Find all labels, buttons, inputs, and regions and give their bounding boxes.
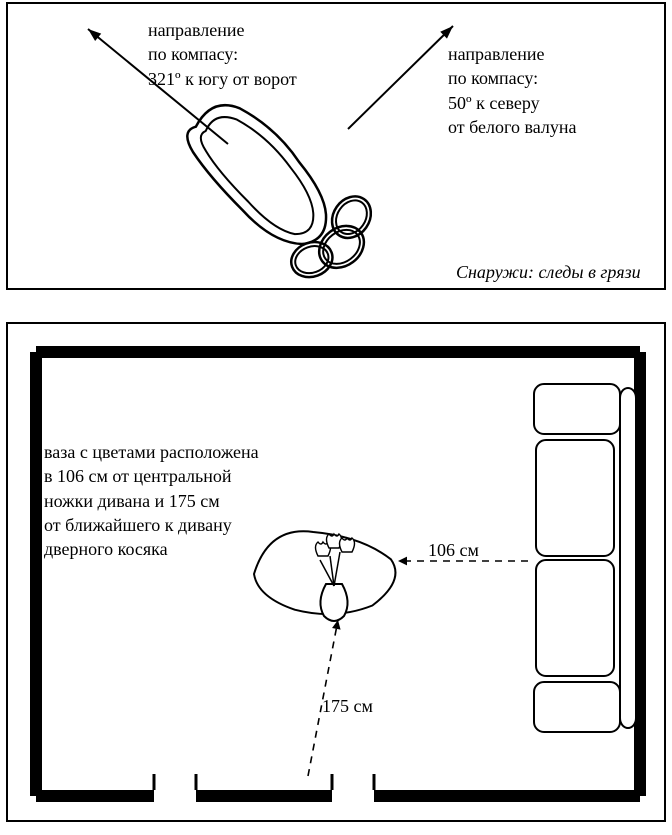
panel-top-outdoor: направление по компасу: 321º к югу от во… (6, 2, 666, 290)
compass-label-left: направление по компасу: 321º к югу от во… (148, 18, 297, 91)
footprint-icon (167, 75, 395, 292)
footprint-outline-outer (176, 89, 349, 262)
arrow-line (348, 26, 453, 129)
panel-bottom-room: ваза с цветами расположена в 106 см от ц… (6, 322, 666, 822)
toe (324, 189, 379, 246)
panel-caption: Снаружи: следы в грязи (456, 262, 641, 283)
sofa-icon (534, 384, 636, 732)
vase-description: ваза с цветами расположена в 106 см от ц… (44, 440, 259, 561)
room-diagram (8, 324, 668, 824)
measure-label-175: 175 см (322, 694, 373, 718)
page: направление по компасу: 321º к югу от во… (0, 0, 672, 835)
toe-outer (324, 189, 379, 246)
measure-label-106: 106 см (428, 538, 479, 562)
compass-label-right: направление по компасу: 50º к северу от … (448, 42, 576, 139)
measure-arrowhead-icon (398, 557, 407, 566)
